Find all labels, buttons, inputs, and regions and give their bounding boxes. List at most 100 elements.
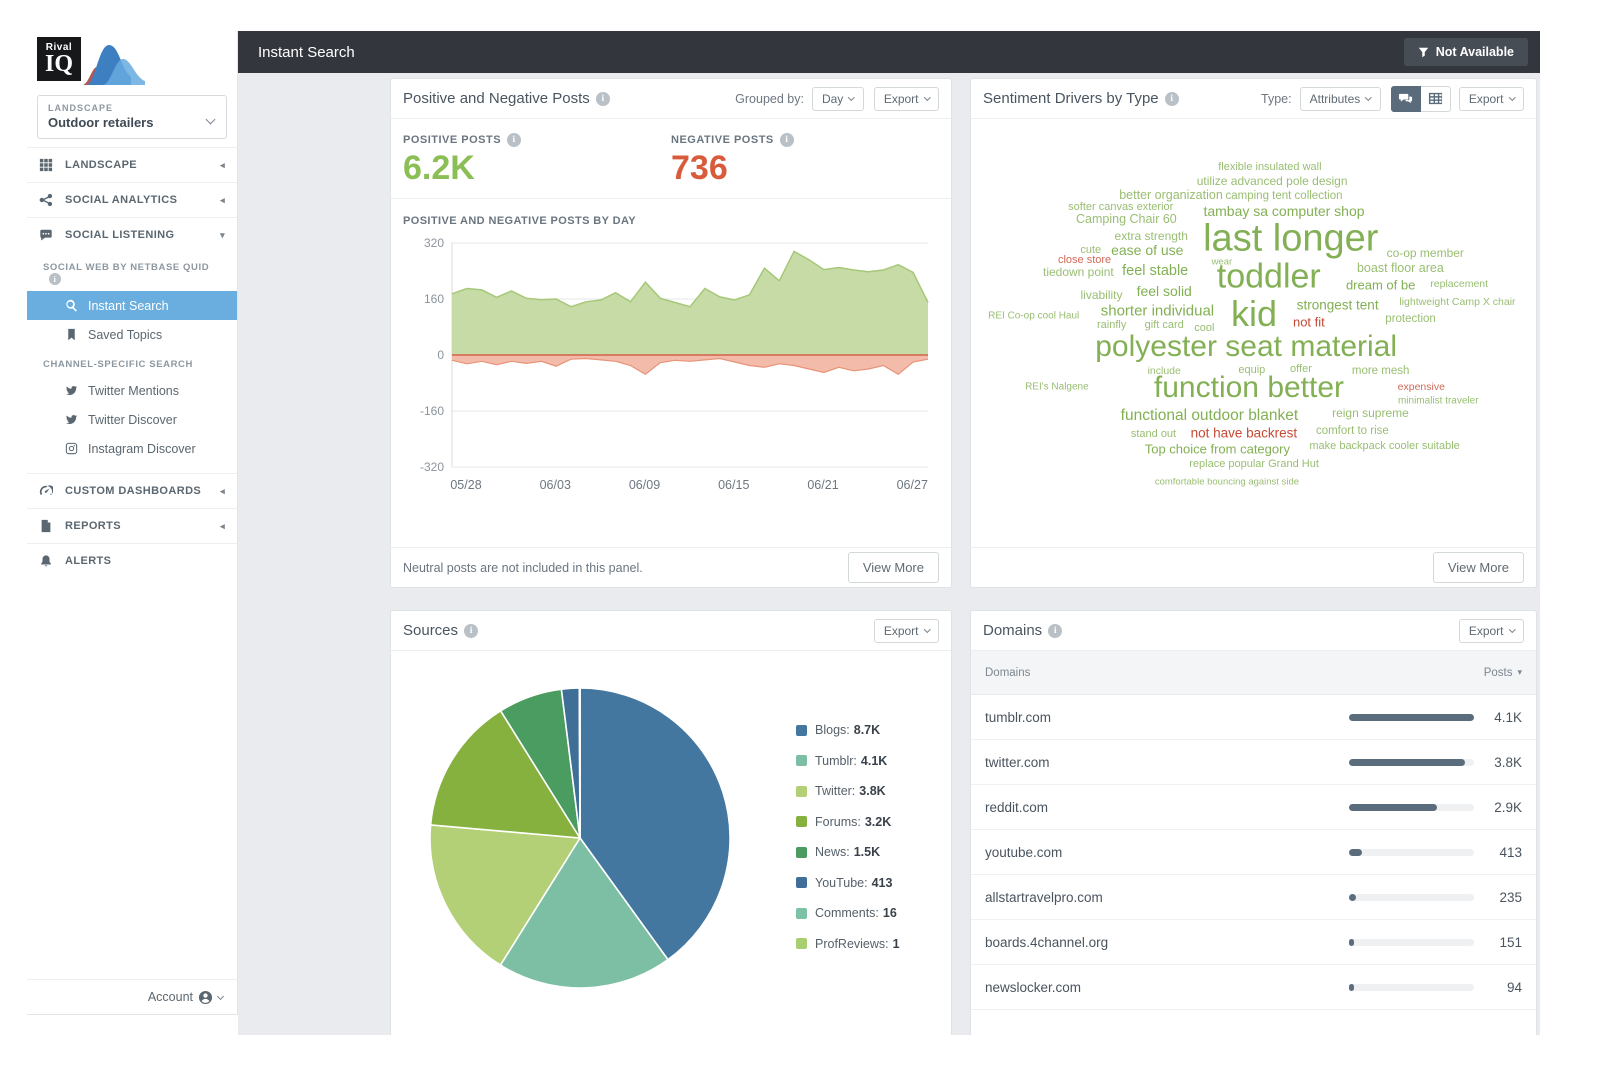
- sidebar-item-reports[interactable]: REPORTS ◂: [27, 508, 237, 543]
- sidebar-item-instant-search[interactable]: Instant Search: [27, 291, 237, 320]
- cloud-word[interactable]: equip: [1238, 363, 1266, 376]
- domain-name: reddit.com: [985, 799, 1049, 815]
- svg-text:06/09: 06/09: [629, 478, 660, 492]
- info-icon[interactable]: [1164, 91, 1179, 106]
- posts-value: 235: [1499, 889, 1522, 905]
- cloud-word[interactable]: boast floor area: [1356, 260, 1444, 275]
- cloud-word[interactable]: last longer: [1203, 217, 1379, 260]
- cloud-word[interactable]: kid: [1231, 293, 1278, 335]
- view-more-button[interactable]: View More: [847, 552, 939, 583]
- cloud-word[interactable]: Top choice from category: [1144, 441, 1290, 457]
- cloud-word[interactable]: gift card: [1144, 318, 1184, 331]
- posts-bar: [1349, 938, 1474, 946]
- cloud-word[interactable]: strongest tent: [1296, 297, 1379, 313]
- cloud-word[interactable]: wear: [1211, 256, 1233, 268]
- export-dropdown[interactable]: Export: [1458, 618, 1524, 643]
- cloud-word[interactable]: include: [1147, 364, 1181, 377]
- posts-bar: [1349, 848, 1474, 856]
- cloud-word[interactable]: feel stable: [1122, 263, 1189, 280]
- info-icon[interactable]: [779, 133, 794, 147]
- chevron-down-icon: [216, 992, 225, 1000]
- cloud-word[interactable]: softer canvas exterior: [1068, 200, 1174, 213]
- cloud-word[interactable]: utilize advanced pole design: [1196, 173, 1348, 188]
- cloud-word[interactable]: livability: [1080, 288, 1123, 303]
- info-icon[interactable]: [49, 273, 61, 285]
- cloud-word[interactable]: minimalist traveler: [1397, 395, 1479, 407]
- table-view-toggle[interactable]: [1420, 85, 1451, 112]
- cloud-word[interactable]: REI Co-op cool Haul: [988, 310, 1080, 322]
- filters-not-available-button[interactable]: Not Available: [1403, 38, 1528, 66]
- sidebar-item-social-analytics[interactable]: SOCIAL ANALYTICS ◂: [27, 182, 237, 217]
- cloud-word[interactable]: lightweight Camp X chair: [1399, 296, 1516, 309]
- cloud-word[interactable]: replacement: [1430, 278, 1489, 291]
- cloud-word[interactable]: REI's Nalgene: [1025, 381, 1089, 393]
- section-header-channel: CHANNEL-SPECIFIC SEARCH: [43, 359, 193, 370]
- cloud-word[interactable]: not have backrest: [1190, 425, 1298, 441]
- cloud-word[interactable]: better organization: [1119, 187, 1223, 202]
- cloud-word[interactable]: rainfly: [1097, 318, 1127, 331]
- cloud-word[interactable]: ease of use: [1111, 242, 1184, 259]
- cloud-word[interactable]: tiedown point: [1042, 265, 1114, 280]
- account-menu[interactable]: Account: [27, 979, 237, 1014]
- cloud-view-toggle[interactable]: [1390, 85, 1421, 112]
- cloud-word[interactable]: camping tent collection: [1225, 189, 1343, 202]
- posts-bar: [1349, 758, 1474, 766]
- cloud-word[interactable]: extra strength: [1114, 229, 1188, 244]
- cloud-word[interactable]: shorter individual: [1100, 302, 1215, 320]
- cloud-word[interactable]: stand out: [1130, 427, 1177, 440]
- type-dropdown[interactable]: Attributes: [1299, 86, 1381, 111]
- pie-legend: Blogs: 8.7K Tumblr: 4.1K Twitter: 3.8K Forums:…: [796, 723, 900, 967]
- cloud-word[interactable]: not fit: [1292, 314, 1325, 330]
- cloud-word[interactable]: more mesh: [1351, 364, 1410, 377]
- cloud-word[interactable]: comfortable bouncing against side: [1154, 476, 1300, 488]
- grouped-by-dropdown[interactable]: Day: [811, 86, 864, 111]
- cloud-word[interactable]: close store: [1057, 254, 1112, 267]
- top-bar: Instant Search Not Available: [238, 31, 1540, 73]
- info-icon[interactable]: [1048, 623, 1063, 638]
- sidebar-item-label: Saved Topics: [88, 327, 163, 342]
- sidebar-item-social-listening[interactable]: SOCIAL LISTENING ▾: [27, 217, 237, 252]
- sidebar-item-custom-dashboards[interactable]: CUSTOM DASHBOARDS ◂: [27, 473, 237, 508]
- cloud-word[interactable]: dream of be: [1345, 277, 1416, 293]
- info-icon[interactable]: [595, 91, 610, 106]
- svg-text:160: 160: [424, 292, 444, 306]
- view-more-button[interactable]: View More: [1432, 552, 1524, 583]
- cloud-word[interactable]: expensive: [1397, 380, 1445, 393]
- cloud-word[interactable]: cute: [1080, 243, 1102, 256]
- sidebar-item-instagram-discover[interactable]: Instagram Discover: [27, 434, 237, 463]
- sidebar-item-landscape[interactable]: LANDSCAPE ◂: [27, 147, 237, 182]
- domain-row: tumblr.com 4.1K: [971, 695, 1536, 740]
- cloud-word[interactable]: offer: [1290, 362, 1312, 375]
- export-dropdown[interactable]: Export: [1458, 86, 1524, 111]
- landscape-selector[interactable]: LANDSCAPE Outdoor retailers: [37, 95, 227, 139]
- legend-swatch: [796, 907, 807, 919]
- legend-item: YouTube: 413: [796, 876, 900, 890]
- cloud-word[interactable]: functional outdoor blanket: [1120, 406, 1299, 424]
- cloud-word[interactable]: cool: [1194, 321, 1215, 334]
- cloud-word[interactable]: protection: [1385, 312, 1436, 325]
- cloud-word[interactable]: comfort to rise: [1315, 425, 1389, 438]
- info-icon[interactable]: [507, 133, 522, 147]
- chevron-down-icon: [923, 625, 930, 633]
- cloud-word[interactable]: replace popular Grand Hut: [1189, 458, 1319, 471]
- cloud-word[interactable]: feel solid: [1136, 283, 1192, 300]
- export-dropdown[interactable]: Export: [873, 86, 939, 111]
- info-icon[interactable]: [464, 623, 479, 638]
- sidebar-item-saved-topics[interactable]: Saved Topics: [27, 320, 237, 349]
- sidebar-item-alerts[interactable]: ALERTS: [27, 543, 237, 578]
- cloud-word[interactable]: toddler: [1216, 257, 1321, 296]
- sidebar-item-twitter-discover[interactable]: Twitter Discover: [27, 405, 237, 434]
- cloud-word[interactable]: polyester seat material: [1095, 330, 1398, 364]
- column-header-posts-sort[interactable]: Posts: [1484, 667, 1522, 679]
- sidebar-item-twitter-mentions[interactable]: Twitter Mentions: [27, 376, 237, 405]
- cloud-word[interactable]: Camping Chair 60: [1076, 211, 1177, 226]
- cloud-word[interactable]: make backpack cooler suitable: [1309, 439, 1460, 452]
- export-dropdown[interactable]: Export: [873, 618, 939, 643]
- cloud-word[interactable]: function better: [1153, 370, 1345, 404]
- bookmark-icon: [68, 328, 75, 341]
- cloud-word[interactable]: tambay sa computer shop: [1203, 203, 1365, 220]
- cloud-word[interactable]: reign supreme: [1332, 406, 1409, 421]
- positive-posts-label: POSITIVE POSTS: [403, 133, 671, 147]
- cloud-word[interactable]: co-op member: [1386, 246, 1464, 261]
- cloud-word[interactable]: flexible insulated wall: [1218, 160, 1322, 173]
